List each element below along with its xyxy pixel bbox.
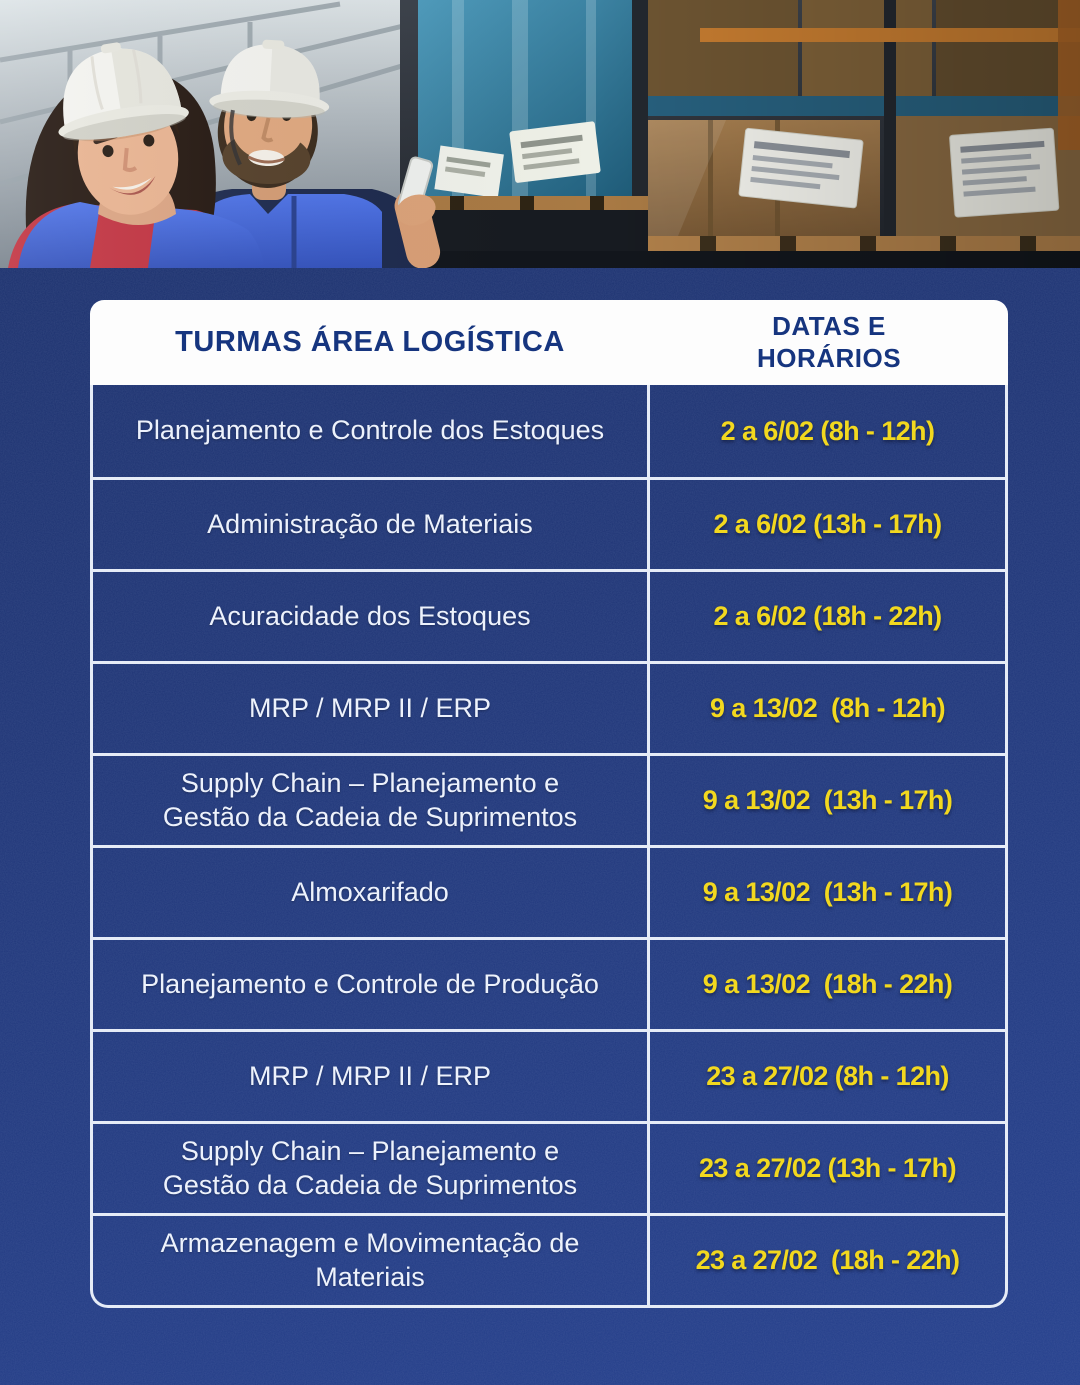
table-row: MRP / MRP II / ERP 23 a 27/02 (8h - 12h) bbox=[93, 1029, 1005, 1121]
schedule-value: 9 a 13/02 (13h - 17h) bbox=[702, 785, 953, 815]
course-name: Supply Chain – Planejamento e Gestão da … bbox=[93, 1124, 650, 1213]
course-name: Planejamento e Controle de Produção bbox=[93, 940, 650, 1029]
table-header: TURMAS ÁREA LOGÍSTICA DATAS E HORÁRIOS bbox=[90, 300, 1008, 385]
warehouse-photo bbox=[0, 0, 1080, 268]
table-row: Supply Chain – Planejamento e Gestão da … bbox=[93, 1121, 1005, 1213]
schedule-value: 9 a 13/02 (13h - 17h) bbox=[702, 877, 953, 907]
course-name: Administração de Materiais bbox=[93, 480, 650, 569]
table-row: Armazenagem e Movimentação de Materiais … bbox=[93, 1213, 1005, 1305]
schedule-value: 23 a 27/02 (18h - 22h) bbox=[695, 1245, 960, 1275]
schedule-value: 2 a 6/02 (18h - 22h) bbox=[713, 601, 942, 631]
course-name: Almoxarifado bbox=[93, 848, 650, 937]
schedule-table: TURMAS ÁREA LOGÍSTICA DATAS E HORÁRIOS P… bbox=[90, 300, 1008, 1308]
table-row: Almoxarifado 9 a 13/02 (13h - 17h) bbox=[93, 845, 1005, 937]
schedule-value: 2 a 6/02 (8h - 12h) bbox=[720, 415, 935, 446]
schedule-value: 23 a 27/02 (13h - 17h) bbox=[699, 1153, 957, 1183]
header-schedule-column: DATAS E HORÁRIOS bbox=[756, 311, 902, 373]
schedule-value: 9 a 13/02 (8h - 12h) bbox=[709, 693, 946, 723]
course-name: Armazenagem e Movimentação de Materiais bbox=[93, 1216, 650, 1305]
table-body: Planejamento e Controle dos Estoques 2 a… bbox=[90, 385, 1008, 1308]
table-row: Acuracidade dos Estoques 2 a 6/02 (18h -… bbox=[93, 569, 1005, 661]
header-courses-column: TURMAS ÁREA LOGÍSTICA bbox=[175, 326, 565, 358]
schedule-value: 2 a 6/02 (13h - 17h) bbox=[713, 509, 942, 539]
table-row: Administração de Materiais 2 a 6/02 (13h… bbox=[93, 477, 1005, 569]
course-name: Planejamento e Controle dos Estoques bbox=[93, 385, 650, 477]
course-name: Supply Chain – Planejamento e Gestão da … bbox=[93, 756, 650, 845]
schedule-value: 23 a 27/02 (8h - 12h) bbox=[706, 1061, 949, 1091]
table-row: MRP / MRP II / ERP 9 a 13/02 (8h - 12h) bbox=[93, 661, 1005, 753]
course-name: MRP / MRP II / ERP bbox=[93, 664, 650, 753]
schedule-value: 9 a 13/02 (18h - 22h) bbox=[702, 969, 953, 999]
warehouse-photo-illustration bbox=[0, 0, 1080, 268]
table-row: Planejamento e Controle de Produção 9 a … bbox=[93, 937, 1005, 1029]
table-row: Planejamento e Controle dos Estoques 2 a… bbox=[93, 385, 1005, 477]
course-name: MRP / MRP II / ERP bbox=[93, 1032, 650, 1121]
course-name: Acuracidade dos Estoques bbox=[93, 572, 650, 661]
table-row: Supply Chain – Planejamento e Gestão da … bbox=[93, 753, 1005, 845]
